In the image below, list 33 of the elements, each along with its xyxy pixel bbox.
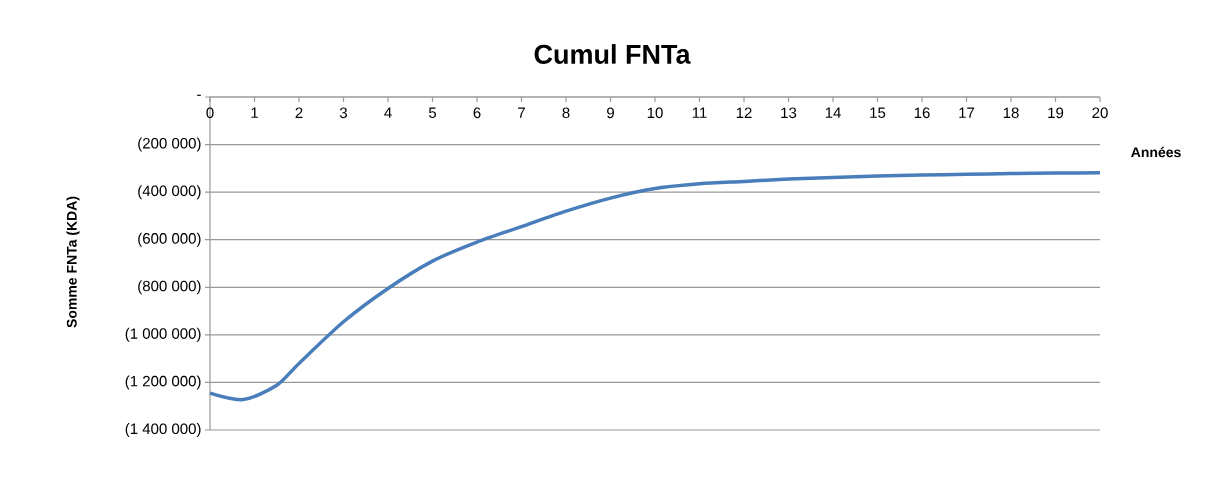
- x-tick-label: 9: [607, 107, 614, 119]
- x-tick-label: 20: [1092, 107, 1108, 119]
- x-tick-label: 8: [562, 107, 570, 119]
- y-tick-label: (600 000): [138, 232, 201, 247]
- x-tick-label: 4: [384, 107, 392, 118]
- x-tick-label: 0: [206, 107, 214, 119]
- x-tick-label: 10: [647, 107, 663, 119]
- x-tick-label: 7: [518, 107, 525, 118]
- x-tick-label: 11: [692, 107, 707, 118]
- y-axis-title: Somme FNTa (KDA): [66, 196, 80, 328]
- y-tick-label: (1 400 000): [125, 423, 201, 437]
- x-tick-label: 19: [1048, 107, 1064, 119]
- y-tick-label: (200 000): [138, 137, 201, 152]
- x-tick-label: 15: [870, 107, 886, 118]
- x-tick-label: 1: [251, 107, 258, 118]
- x-tick-label: 14: [825, 107, 841, 118]
- y-tick-label: -: [197, 94, 201, 96]
- x-tick-label: 16: [914, 107, 930, 119]
- x-axis-title: Années: [1131, 146, 1181, 158]
- x-tick-label: 3: [339, 107, 348, 119]
- x-tick-label: 12: [736, 107, 752, 118]
- x-tick-label: 17: [959, 107, 975, 118]
- x-tick-label: 5: [428, 107, 437, 118]
- y-tick-label: (1 000 000): [125, 327, 201, 342]
- y-tick-label: (1 200 000): [125, 375, 201, 390]
- y-tick-label: (800 000): [138, 280, 201, 295]
- x-tick-label: 2: [295, 107, 303, 118]
- x-tick-label: 18: [1003, 107, 1019, 119]
- y-tick-label: (400 000): [138, 185, 201, 200]
- line-series: [208, 170, 1102, 402]
- x-tick-label: 6: [473, 107, 481, 119]
- chart-title: Cumul FNTa: [534, 44, 691, 64]
- x-tick-label: 13: [781, 107, 797, 119]
